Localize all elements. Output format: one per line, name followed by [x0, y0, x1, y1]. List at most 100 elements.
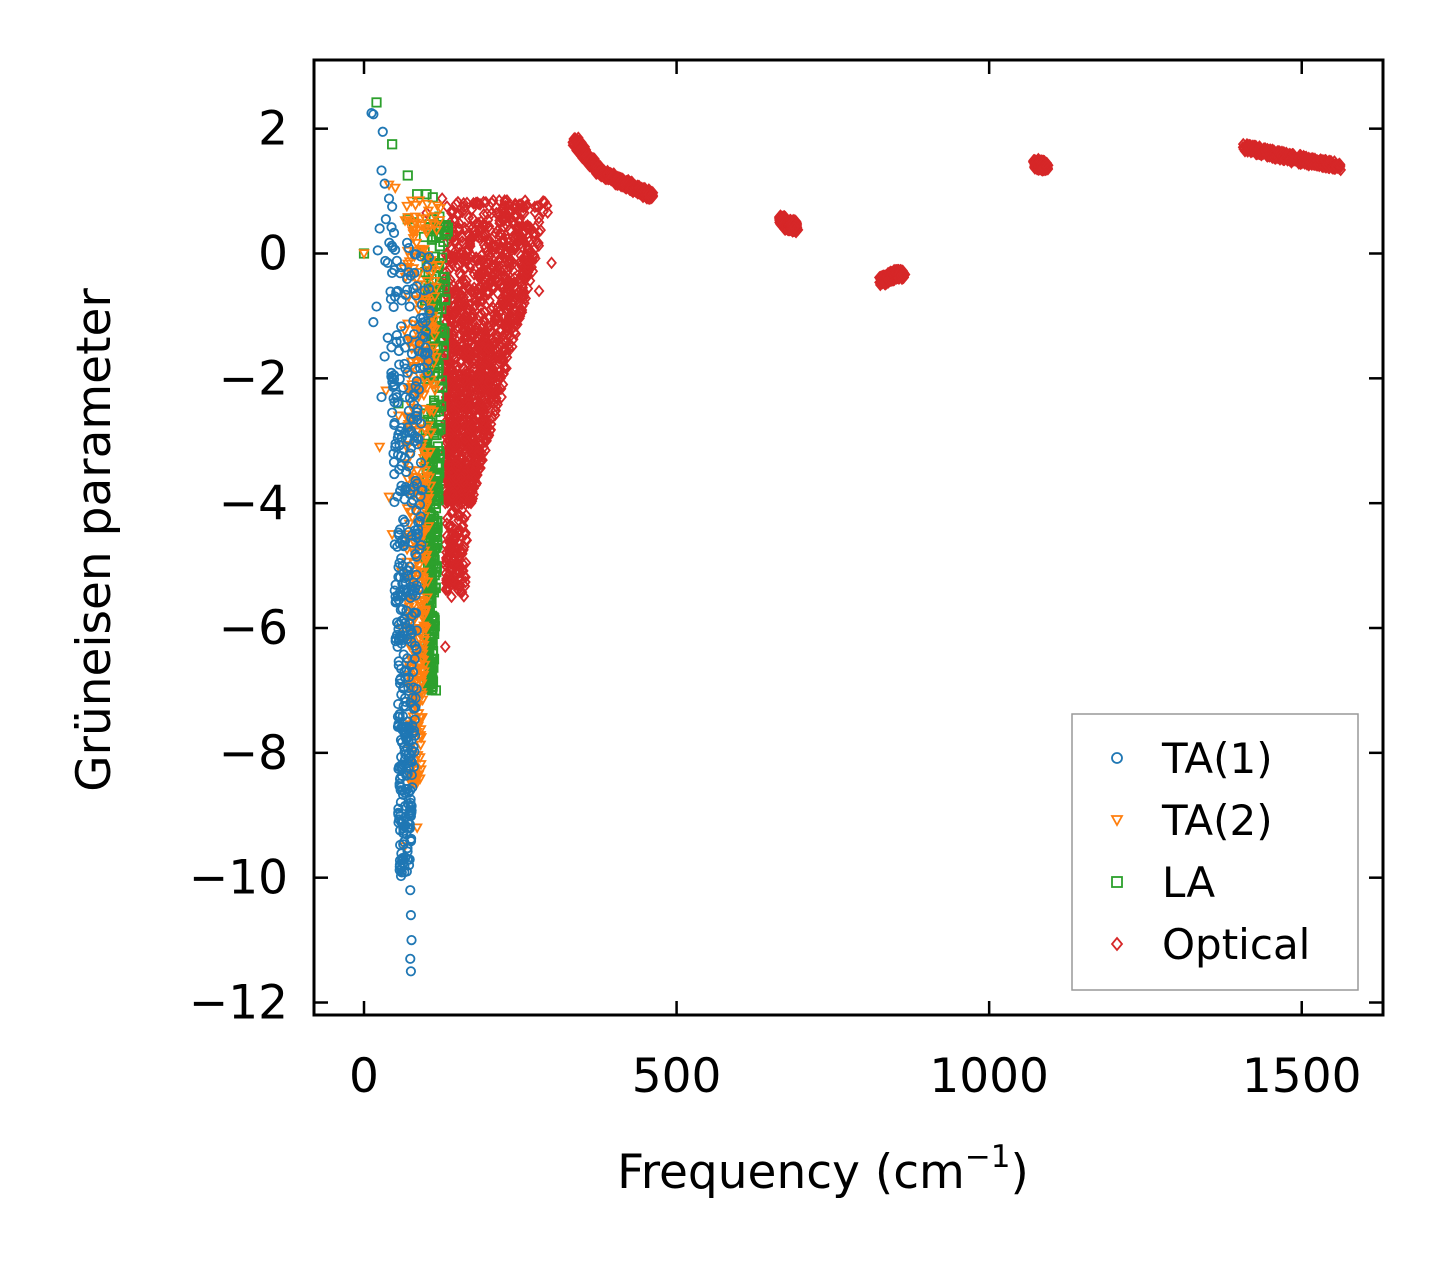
- optical-point: [490, 383, 502, 397]
- optical-point: [791, 222, 803, 235]
- ta2-point: [409, 200, 422, 212]
- optical-point: [487, 301, 499, 315]
- optical-point: [451, 250, 463, 264]
- optical-point: [482, 287, 494, 301]
- ta2-point: [392, 411, 405, 422]
- optical-point: [478, 402, 489, 416]
- optical-point: [516, 220, 527, 234]
- optical-point: [481, 207, 493, 221]
- optical-point: [493, 237, 505, 251]
- optical-point: [450, 244, 462, 258]
- ta2-point: [403, 257, 416, 268]
- ta1-point: [416, 540, 427, 551]
- optical-point: [469, 299, 481, 313]
- optical-point: [443, 440, 455, 454]
- ta1-point: [394, 524, 406, 535]
- ta1-point: [389, 496, 400, 508]
- ta2-point: [373, 442, 386, 454]
- series-optical: [421, 131, 1347, 654]
- la-point: [438, 236, 449, 247]
- la-point: [438, 340, 449, 352]
- ta2-point: [358, 249, 370, 260]
- optical-point: [509, 238, 521, 252]
- optical-point: [501, 315, 513, 328]
- ta1-point: [423, 283, 435, 294]
- optical-point: [477, 371, 489, 385]
- optical-point: [439, 640, 451, 654]
- optical-point: [533, 225, 545, 239]
- la-point: [412, 189, 423, 200]
- ta2-point: [421, 471, 433, 482]
- ta2-point: [414, 673, 426, 684]
- optical-point: [467, 212, 479, 226]
- optical-point: [488, 354, 500, 368]
- optical-point: [443, 395, 455, 409]
- optical-point: [471, 196, 483, 210]
- optical-point: [460, 480, 472, 493]
- ta1-point: [392, 491, 403, 502]
- ta1-point: [402, 653, 413, 664]
- ta1-point: [396, 321, 407, 332]
- optical-point: [476, 384, 488, 398]
- optical-point: [447, 349, 459, 363]
- optical-point: [459, 456, 471, 470]
- ta2-point: [411, 823, 423, 834]
- optical-point: [451, 526, 463, 540]
- optical-point: [487, 280, 499, 293]
- optical-point: [480, 355, 492, 369]
- optical-point: [499, 193, 511, 207]
- optical-point: [457, 346, 469, 360]
- optical-point: [464, 233, 476, 246]
- optical-point: [519, 286, 530, 299]
- ta2-point: [427, 380, 439, 391]
- optical-point: [644, 191, 656, 205]
- ta1-point: [401, 237, 413, 248]
- optical-point: [458, 314, 469, 328]
- optical-point: [485, 207, 497, 221]
- ta2-point: [416, 596, 429, 607]
- optical-point: [503, 298, 515, 312]
- optical-point: [443, 520, 455, 534]
- optical-point: [482, 342, 494, 356]
- ta1-point: [393, 698, 404, 710]
- optical-point: [446, 380, 457, 394]
- optical-point: [485, 388, 496, 402]
- optical-point: [449, 419, 461, 433]
- optical-point: [490, 200, 502, 214]
- optical-point: [498, 263, 510, 277]
- optical-point: [542, 206, 554, 220]
- ta1-point: [404, 301, 415, 312]
- ta2-point: [429, 276, 441, 288]
- optical-point: [533, 284, 545, 298]
- optical-point: [472, 428, 483, 442]
- ta1-point: [410, 381, 421, 392]
- ta2-point: [420, 359, 433, 370]
- optical-point: [474, 462, 485, 476]
- optical-point: [502, 256, 514, 270]
- ta1-point: [414, 515, 425, 527]
- optical-point: [458, 196, 470, 210]
- optical-point: [455, 471, 467, 484]
- ta1-point: [406, 348, 418, 359]
- optical-point: [451, 363, 463, 377]
- ta1-point: [424, 305, 435, 316]
- optical-point: [458, 200, 470, 214]
- optical-point: [452, 207, 464, 221]
- optical-point: [496, 390, 507, 404]
- optical-point: [472, 344, 484, 358]
- optical-point: [458, 236, 470, 250]
- optical-point: [1330, 160, 1342, 174]
- ta2-point: [383, 492, 395, 503]
- data-marks: [358, 97, 1347, 977]
- la-point: [430, 503, 442, 514]
- la-point: [402, 170, 413, 181]
- optical-point: [463, 442, 475, 456]
- ta2-point: [418, 640, 430, 652]
- optical-point: [453, 223, 465, 237]
- optical-point: [895, 269, 907, 283]
- optical-point: [442, 551, 454, 565]
- ta2-point: [423, 494, 435, 505]
- optical-point: [493, 254, 504, 268]
- optical-point: [477, 360, 489, 374]
